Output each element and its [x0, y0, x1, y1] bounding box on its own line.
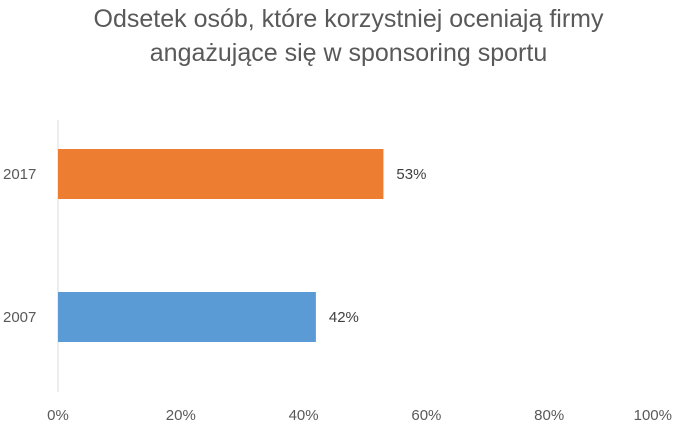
chart-title-line-1: Odsetek osób, które korzystniej oceniają… [93, 5, 604, 33]
x-tick-label: 20% [166, 407, 196, 422]
bar-2017 [58, 149, 384, 199]
y-axis-categories: 2017 2007 [3, 166, 36, 326]
x-axis-ticks: 0% 20% 40% 60% 80% 100% [47, 407, 672, 422]
x-tick-label: 40% [289, 407, 319, 422]
bar-2007 [58, 292, 316, 342]
data-label-2007: 42% [329, 309, 359, 326]
bars-layer [58, 149, 384, 342]
x-tick-label: 80% [534, 407, 564, 422]
category-label-2017: 2017 [3, 166, 36, 183]
x-tick-label: 60% [411, 407, 441, 422]
x-tick-label: 100% [634, 407, 672, 422]
x-tick-label: 0% [47, 407, 69, 422]
labels-layer: 53% 42% [329, 166, 427, 326]
data-label-2017: 53% [396, 166, 426, 183]
chart-title: Odsetek osób, które korzystniej oceniają… [0, 2, 697, 70]
chart-title-line-2: angażujące się w sponsoring sportu [149, 39, 548, 67]
category-label-2007: 2007 [3, 309, 36, 326]
